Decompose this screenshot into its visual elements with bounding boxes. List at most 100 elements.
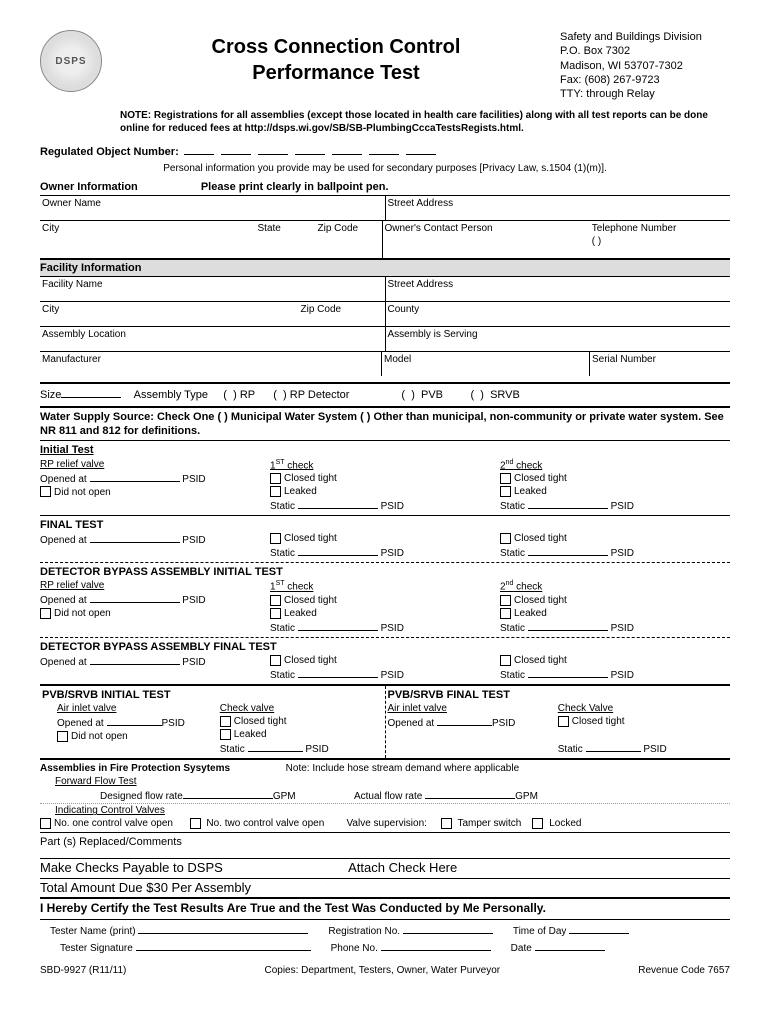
no2-check[interactable]: [190, 818, 201, 829]
final-test: FINAL TEST Opened at PSID Closed tight S…: [40, 516, 730, 563]
reg-blank-2[interactable]: [221, 154, 251, 155]
df-closed1-check[interactable]: [270, 655, 281, 666]
facility-county[interactable]: County: [386, 302, 731, 326]
pvb-init-head: PVB/SRVB INITIAL TEST: [42, 688, 383, 702]
tester-name-blank[interactable]: [138, 923, 308, 934]
df-static1: Static: [270, 670, 295, 681]
d-didnot-check[interactable]: [40, 608, 51, 619]
d-leaked2-check[interactable]: [500, 608, 511, 619]
rpd-option[interactable]: RP Detector: [290, 389, 350, 401]
pvb-leaked: Leaked: [234, 729, 267, 740]
size-label: Size: [40, 389, 61, 401]
design-blank[interactable]: [183, 788, 273, 799]
srvb-option[interactable]: SRVB: [490, 389, 520, 401]
rp-relief: RP relief valve: [40, 458, 270, 471]
df-static1-blank[interactable]: [298, 667, 378, 678]
pvb-leaked-check[interactable]: [220, 729, 231, 740]
owner-city[interactable]: City: [42, 222, 258, 248]
closed1-check[interactable]: [270, 473, 281, 484]
title: Cross Connection Control Performance Tes…: [112, 30, 560, 86]
f-static1-blank[interactable]: [298, 545, 378, 556]
leaked1-check[interactable]: [270, 486, 281, 497]
pvbf-psid1: PSID: [492, 718, 515, 729]
facility-name[interactable]: Facility Name: [40, 277, 386, 301]
actual-blank[interactable]: [425, 788, 515, 799]
didnot-check[interactable]: [40, 486, 51, 497]
assembly-location[interactable]: Assembly Location: [40, 327, 386, 351]
date-blank[interactable]: [535, 940, 605, 951]
locked-check[interactable]: [532, 818, 543, 829]
d-opened-blank[interactable]: [90, 592, 180, 603]
df-opened-blank[interactable]: [90, 654, 180, 665]
owner-row1: Owner Name Street Address: [40, 196, 730, 221]
parts-replaced[interactable]: Part (s) Replaced/Comments: [40, 833, 730, 858]
f-closed1-check[interactable]: [270, 533, 281, 544]
owner-street[interactable]: Street Address: [386, 196, 731, 220]
f-static2-blank[interactable]: [528, 545, 608, 556]
time-blank[interactable]: [569, 923, 629, 934]
pvb-static-blank[interactable]: [248, 741, 303, 752]
df-closed2-check[interactable]: [500, 655, 511, 666]
vsup: Valve supervision:: [347, 818, 427, 829]
phone-blank[interactable]: [381, 940, 491, 951]
owner-name[interactable]: Owner Name: [40, 196, 386, 220]
pvb-psid1: PSID: [162, 718, 185, 729]
reg-no-blank[interactable]: [403, 923, 493, 934]
f-psid2: PSID: [381, 548, 404, 559]
f-opened-blank[interactable]: [90, 532, 180, 543]
pvb-closed-check[interactable]: [220, 716, 231, 727]
assembly-serving[interactable]: Assembly is Serving: [386, 327, 731, 351]
df-opened: Opened at: [40, 657, 87, 668]
water-supply[interactable]: Water Supply Source: Check One ( ) Munic…: [40, 408, 730, 442]
pvb-option[interactable]: PVB: [421, 389, 443, 401]
no2: No. two control valve open: [206, 818, 324, 829]
reg-blank-4[interactable]: [295, 154, 325, 155]
pvbf-opened-blank[interactable]: [437, 715, 492, 726]
owner-state[interactable]: State: [258, 222, 318, 248]
tamper-check[interactable]: [441, 818, 452, 829]
d-leaked1-check[interactable]: [270, 608, 281, 619]
pvbf-static-blank[interactable]: [586, 741, 641, 752]
d-static2-blank[interactable]: [528, 620, 608, 631]
assembly-type-label: Assembly Type: [134, 389, 208, 401]
reg-blank-3[interactable]: [258, 154, 288, 155]
df-closed1: Closed tight: [284, 655, 337, 666]
static2: Static: [500, 501, 525, 512]
reg-blank-7[interactable]: [406, 154, 436, 155]
facility-city[interactable]: City: [42, 303, 301, 316]
facility-zip[interactable]: Zip Code: [301, 303, 381, 316]
static1: Static: [270, 501, 295, 512]
owner-zip[interactable]: Zip Code: [318, 222, 378, 248]
pvb-opened-blank[interactable]: [107, 715, 162, 726]
pvbf-closed-check[interactable]: [558, 716, 569, 727]
d-closed1-check[interactable]: [270, 595, 281, 606]
static2-blank[interactable]: [528, 498, 608, 509]
reg-blank-6[interactable]: [369, 154, 399, 155]
facility-street[interactable]: Street Address: [386, 277, 731, 301]
owner-contact[interactable]: Owner's Contact Person: [383, 221, 590, 258]
pvbf-check: Check Valve: [558, 702, 728, 715]
leaked1: Leaked: [284, 486, 317, 497]
reg-blank-1[interactable]: [184, 154, 214, 155]
tester-sig-blank[interactable]: [136, 940, 311, 951]
df-static2-blank[interactable]: [528, 667, 608, 678]
reg-blank-5[interactable]: [332, 154, 362, 155]
df-psid2: PSID: [381, 670, 404, 681]
owner-tel[interactable]: Telephone Number ( ): [590, 221, 730, 258]
manufacturer[interactable]: Manufacturer: [40, 352, 382, 376]
seal-text: DSPS: [55, 55, 86, 68]
model[interactable]: Model: [382, 352, 590, 376]
pvb-didnot-check[interactable]: [57, 731, 68, 742]
closed2-check[interactable]: [500, 473, 511, 484]
f-closed2-check[interactable]: [500, 533, 511, 544]
d-static1-blank[interactable]: [298, 620, 378, 631]
note: NOTE: Registrations for all assemblies (…: [120, 109, 730, 135]
size-blank[interactable]: [61, 387, 121, 398]
d-closed2-check[interactable]: [500, 595, 511, 606]
rp-option[interactable]: RP: [240, 389, 255, 401]
serial-number[interactable]: Serial Number: [590, 352, 730, 376]
no1-check[interactable]: [40, 818, 51, 829]
leaked2-check[interactable]: [500, 486, 511, 497]
opened-blank[interactable]: [90, 471, 180, 482]
static1-blank[interactable]: [298, 498, 378, 509]
